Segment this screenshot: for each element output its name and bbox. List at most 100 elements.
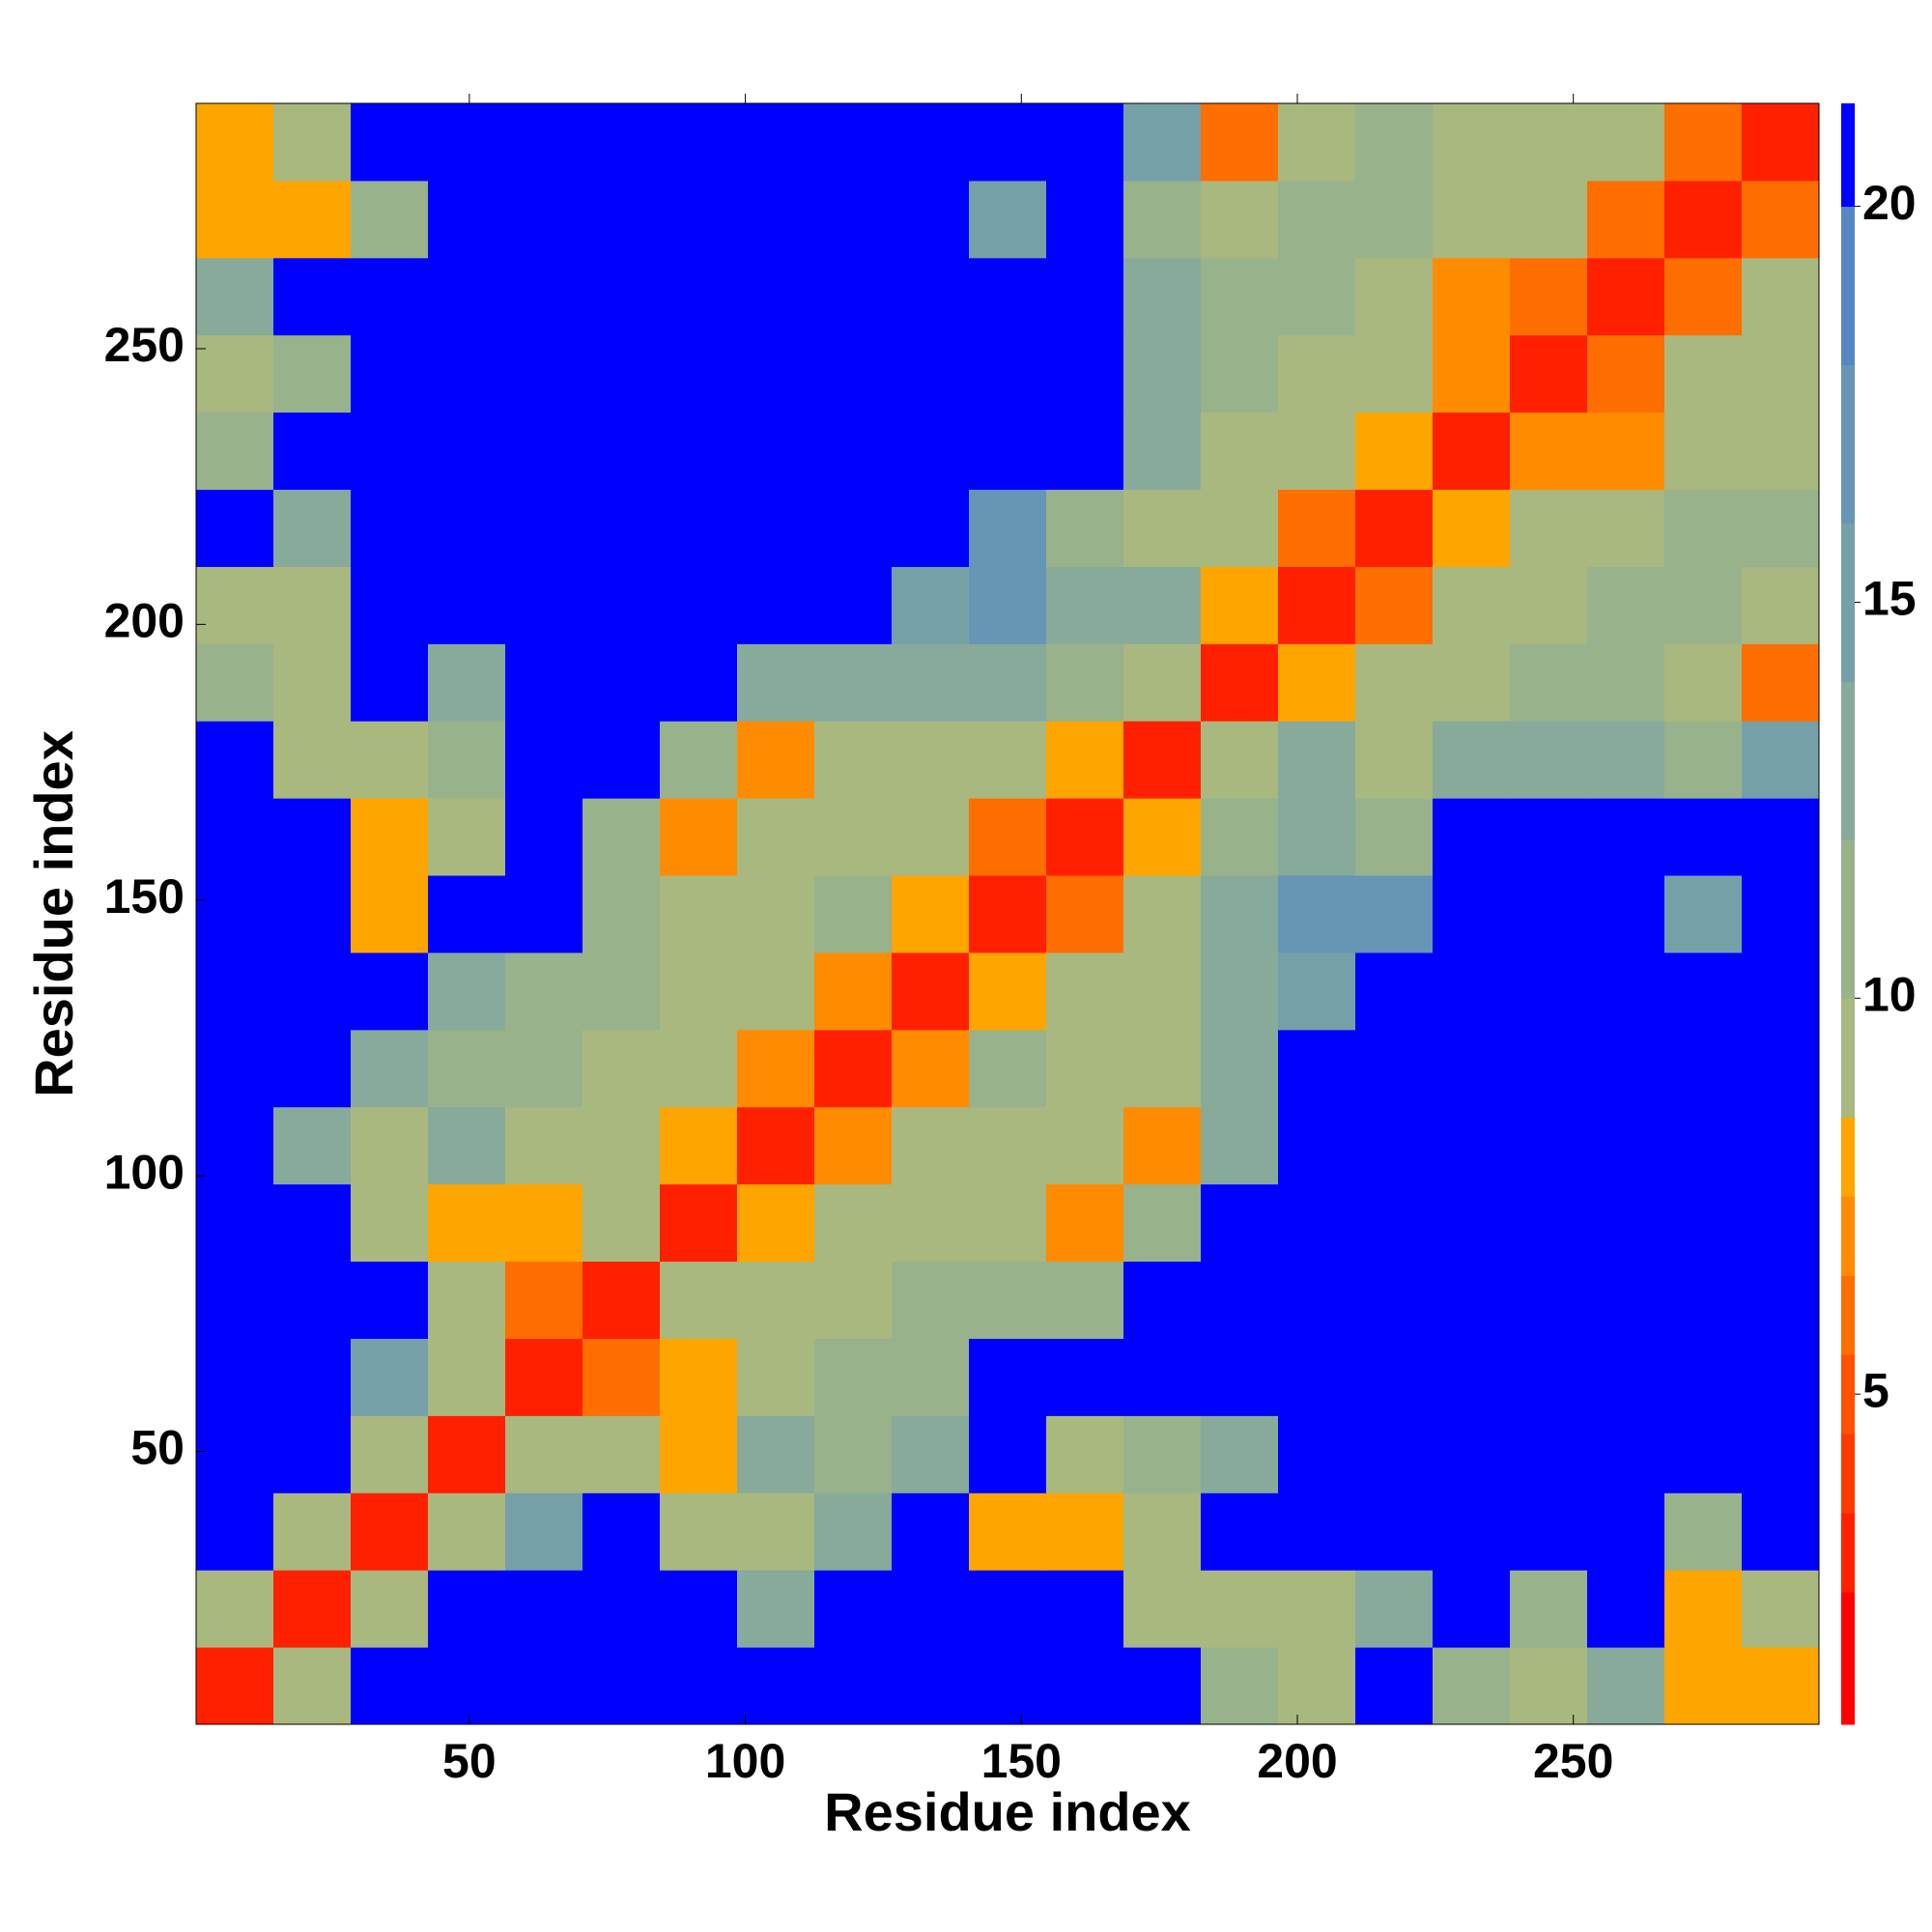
- heatmap-cell: [892, 875, 970, 953]
- heatmap-cell: [1433, 1570, 1511, 1648]
- heatmap-cell: [660, 1106, 738, 1185]
- colorbar-segment: [1841, 1196, 1855, 1276]
- heatmap-cell: [582, 103, 661, 182]
- heatmap-cell: [351, 180, 429, 259]
- heatmap-cell: [505, 875, 583, 953]
- heatmap-cell: [1278, 103, 1356, 182]
- heatmap-cell: [505, 1415, 583, 1493]
- heatmap-cell: [1278, 721, 1356, 799]
- heatmap-cell: [1587, 103, 1665, 182]
- heatmap-cell: [1742, 180, 1820, 259]
- heatmap-cell: [737, 489, 815, 567]
- heatmap-cell: [1433, 1338, 1511, 1416]
- heatmap-cell: [1046, 798, 1124, 876]
- heatmap-cell: [428, 566, 506, 644]
- heatmap-cell: [660, 1570, 738, 1648]
- heatmap-cell: [969, 103, 1047, 182]
- heatmap-cell: [660, 180, 738, 259]
- heatmap-cell: [1123, 721, 1202, 799]
- heatmap-cell: [1355, 1570, 1434, 1648]
- heatmap-cell: [969, 1570, 1047, 1648]
- heatmap-cell: [969, 1029, 1047, 1108]
- heatmap-cell: [660, 412, 738, 491]
- heatmap-cell: [1355, 412, 1434, 491]
- heatmap-cell: [969, 721, 1047, 799]
- heatmap-cell: [1510, 489, 1588, 567]
- heatmap-cell: [428, 257, 506, 336]
- heatmap-cell: [428, 721, 506, 799]
- heatmap-cell: [1742, 952, 1820, 1031]
- heatmap-cell: [1433, 257, 1511, 336]
- heatmap-cell: [1046, 1338, 1124, 1416]
- heatmap-cell: [814, 1029, 893, 1108]
- heatmap-cell: [1742, 798, 1820, 876]
- heatmap-cell: [737, 875, 815, 953]
- heatmap-cell: [660, 1492, 738, 1571]
- heatmap-cell: [1355, 180, 1434, 259]
- colorbar-segment: [1841, 1117, 1855, 1197]
- heatmap-cell: [1201, 1647, 1279, 1725]
- heatmap-cell: [1587, 643, 1665, 722]
- heatmap-cell: [892, 412, 970, 491]
- heatmap-cell: [1046, 103, 1124, 182]
- colorbar-segment: [1841, 523, 1855, 682]
- heatmap-cell: [505, 257, 583, 336]
- heatmap-cell: [1742, 721, 1820, 799]
- heatmap-cell: [351, 643, 429, 722]
- heatmap-cell: [196, 721, 274, 799]
- heatmap-cell: [1123, 1338, 1202, 1416]
- heatmap-cell: [1664, 721, 1743, 799]
- heatmap-cell: [1664, 952, 1743, 1031]
- heatmap-cell: [1664, 180, 1743, 259]
- heatmap-cell: [505, 1029, 583, 1108]
- heatmap-cell: [1355, 1261, 1434, 1339]
- heatmap-cell: [1201, 180, 1279, 259]
- heatmap-cell: [196, 875, 274, 953]
- heatmap-cell: [1046, 257, 1124, 336]
- heatmap-cell: [505, 1261, 583, 1339]
- heatmap-cell: [351, 1647, 429, 1725]
- heatmap-cell: [660, 798, 738, 876]
- heatmap-cell: [196, 643, 274, 722]
- heatmap-cell: [660, 952, 738, 1031]
- heatmap-cell: [1123, 180, 1202, 259]
- heatmap-cell: [273, 489, 352, 567]
- heatmap-cell: [1587, 1029, 1665, 1108]
- heatmap-cell: [814, 643, 893, 722]
- heatmap-cell: [1278, 1647, 1356, 1725]
- heatmap-cell: [428, 1570, 506, 1648]
- heatmap-cell: [660, 875, 738, 953]
- heatmap-cell: [1201, 643, 1279, 722]
- heatmap-cell: [428, 1647, 506, 1725]
- heatmap-cell: [1278, 643, 1356, 722]
- heatmap-cell: [1742, 489, 1820, 567]
- colorbar-tick-label: 5: [1862, 1363, 1889, 1417]
- heatmap-cell: [1510, 1338, 1588, 1416]
- heatmap-cell: [1742, 103, 1820, 182]
- heatmap-cell: [196, 1647, 274, 1725]
- heatmap-cell: [1510, 1261, 1588, 1339]
- heatmap-cell: [1278, 1106, 1356, 1185]
- heatmap-cell: [1046, 643, 1124, 722]
- heatmap-cell: [196, 1338, 274, 1416]
- heatmap-cell: [273, 180, 352, 259]
- heatmap-cell: [1278, 489, 1356, 567]
- heatmap-cell: [1201, 1492, 1279, 1571]
- heatmap-cell: [1587, 489, 1665, 567]
- heatmap-cell: [1355, 952, 1434, 1031]
- heatmap-cell: [892, 489, 970, 567]
- heatmap-cell: [1664, 1492, 1743, 1571]
- heatmap-cell: [892, 1106, 970, 1185]
- heatmap-cell: [582, 334, 661, 413]
- heatmap-cell: [1587, 1183, 1665, 1263]
- heatmap-cell: [505, 1106, 583, 1185]
- heatmap-cell: [428, 875, 506, 953]
- heatmap-cell: [1123, 566, 1202, 644]
- colorbar-segment: [1841, 1592, 1855, 1725]
- heatmap-cell: [1664, 1183, 1743, 1263]
- heatmap-cell: [814, 103, 893, 182]
- heatmap-cell: [892, 180, 970, 259]
- heatmap-cell: [1278, 798, 1356, 876]
- heatmap-cell: [1355, 334, 1434, 413]
